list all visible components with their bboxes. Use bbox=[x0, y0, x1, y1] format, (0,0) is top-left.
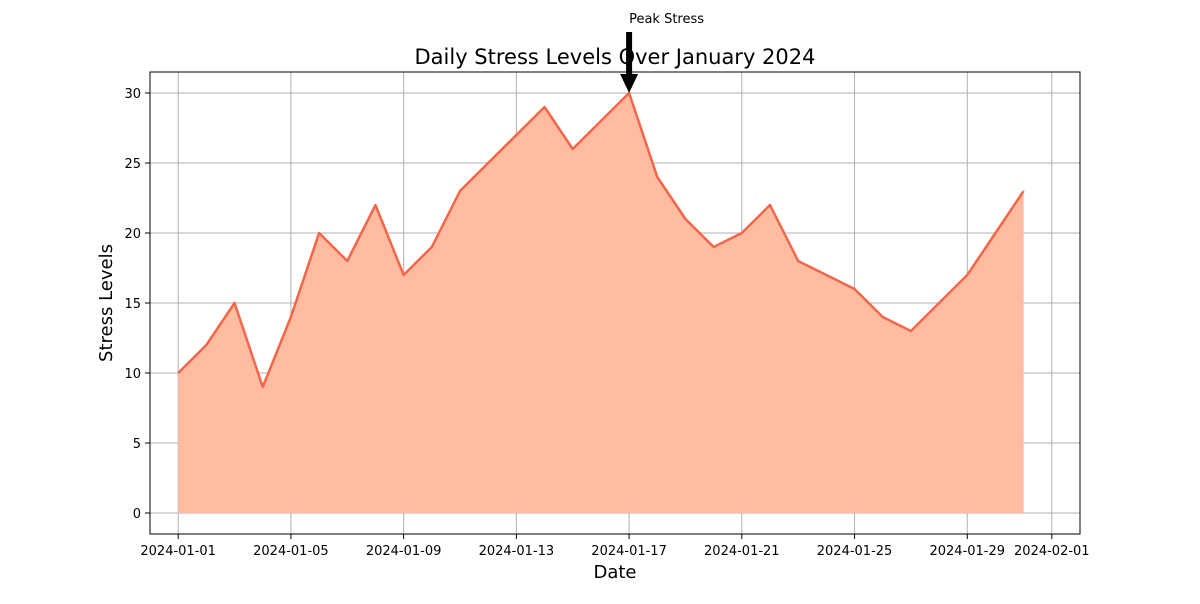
x-tick-label: 2024-02-01 bbox=[1014, 544, 1090, 559]
x-tick-label: 2024-01-01 bbox=[140, 544, 216, 559]
peak-annotation-label: Peak Stress bbox=[629, 12, 704, 27]
x-axis-title: Date bbox=[593, 562, 636, 583]
chart-title: Daily Stress Levels Over January 2024 bbox=[415, 45, 816, 69]
x-tick-label: 2024-01-25 bbox=[817, 544, 893, 559]
axis-ticks: 2024-01-01 2024-01-05 2024-01-09 2024-01-13… bbox=[124, 87, 1089, 559]
y-tick-label: 25 bbox=[124, 157, 141, 172]
y-tick-label: 15 bbox=[124, 297, 141, 312]
x-tick-label: 2024-01-17 bbox=[591, 544, 667, 559]
peak-annotation: Peak Stress bbox=[620, 12, 704, 93]
area-fill bbox=[178, 93, 1024, 513]
x-tick-label: 2024-01-13 bbox=[479, 544, 555, 559]
x-tick-label: 2024-01-21 bbox=[704, 544, 780, 559]
y-tick-label: 0 bbox=[133, 507, 141, 522]
area-series bbox=[177, 91, 1025, 513]
y-axis-title: Stress Levels bbox=[96, 244, 117, 362]
stress-line bbox=[177, 91, 1025, 389]
y-tick-label: 10 bbox=[124, 367, 141, 382]
y-tick-label: 20 bbox=[124, 227, 141, 242]
x-tick-label: 2024-01-05 bbox=[253, 544, 329, 559]
x-tick-label: 2024-01-29 bbox=[929, 544, 1005, 559]
y-tick-label: 30 bbox=[124, 87, 141, 102]
y-tick-label: 5 bbox=[133, 437, 141, 452]
arrow-head bbox=[620, 74, 639, 93]
x-tick-label: 2024-01-09 bbox=[366, 544, 442, 559]
